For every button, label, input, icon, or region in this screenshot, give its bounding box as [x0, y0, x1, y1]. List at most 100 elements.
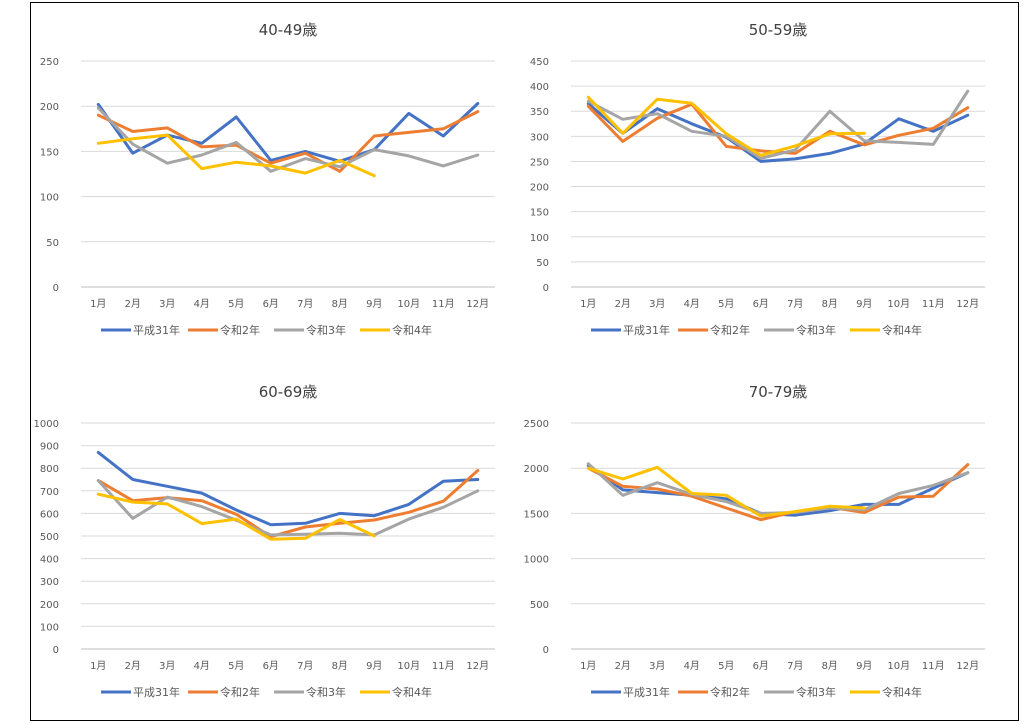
y-tick-label: 400 — [40, 555, 59, 566]
x-tick-label: 3月 — [649, 660, 665, 672]
x-tick-label: 9月 — [856, 660, 872, 672]
y-tick-label: 450 — [530, 57, 549, 68]
series-line-令和4年 — [96, 133, 376, 178]
legend-label: 平成31年 — [133, 323, 180, 337]
legend-label: 令和3年 — [306, 323, 346, 337]
x-tick-label: 2月 — [615, 660, 631, 672]
x-tick-label: 11月 — [922, 660, 945, 672]
x-tick-label: 11月 — [432, 660, 455, 672]
x-tick-label: 6月 — [753, 298, 769, 310]
x-tick-label: 6月 — [263, 660, 279, 672]
legend-label: 平成31年 — [623, 323, 670, 337]
chart-title: 60-69歳 — [259, 383, 318, 401]
x-tick-label: 4月 — [684, 298, 700, 310]
y-tick-label: 100 — [40, 193, 59, 204]
legend-label: 令和2年 — [220, 323, 260, 337]
y-tick-label: 0 — [53, 283, 59, 294]
y-tick-label: 600 — [40, 509, 59, 520]
x-tick-label: 5月 — [718, 298, 734, 310]
chart-panel-50-59: 50-59歳 0 50 100 150 200 250 300 350 400 450 1月 2月 3月 4… — [523, 7, 1003, 352]
y-tick-label: 150 — [530, 208, 549, 219]
x-tick-label: 1月 — [580, 660, 596, 672]
y-tick-label: 1000 — [34, 419, 59, 430]
chart-title: 40-49歳 — [259, 21, 318, 39]
y-tick-label: 100 — [530, 233, 549, 244]
x-tick-label: 2月 — [125, 660, 141, 672]
legend-label: 令和4年 — [882, 323, 922, 337]
legend-label: 令和3年 — [306, 685, 346, 699]
x-tick-label: 2月 — [125, 298, 141, 310]
y-tick-label: 300 — [40, 577, 59, 588]
x-tick-label: 1月 — [90, 660, 106, 672]
legend-label: 令和3年 — [796, 323, 836, 337]
legend-label: 平成31年 — [133, 685, 180, 699]
series-line-令和2年 — [586, 463, 970, 522]
x-tick-label: 8月 — [822, 298, 838, 310]
x-tick-label: 5月 — [228, 298, 244, 310]
x-tick-label: 9月 — [366, 660, 382, 672]
y-tick-label: 1000 — [524, 555, 549, 566]
series-line-令和4年 — [586, 465, 866, 518]
x-tick-label: 8月 — [332, 298, 348, 310]
x-tick-label: 10月 — [887, 660, 910, 672]
chart-40-49: 40-49歳 0 50 100 150 200 250 1月 2月 3月 4月 5月 6月 7月 8月 9月 1… — [40, 21, 495, 337]
y-tick-label: 100 — [40, 622, 59, 633]
x-tick-label: 8月 — [332, 660, 348, 672]
series-line-令和3年 — [96, 479, 480, 537]
y-tick-label: 500 — [40, 532, 59, 543]
legend-label: 令和4年 — [392, 685, 432, 699]
x-tick-label: 5月 — [228, 660, 244, 672]
chart-panel-40-49: 40-49歳 0 50 100 150 200 250 1月 2月 3月 4月 5月 6月 7月 8月 9月 1… — [33, 7, 513, 352]
y-tick-label: 0 — [53, 645, 59, 656]
x-tick-label: 4月 — [684, 660, 700, 672]
series-line-令和3年 — [96, 106, 480, 173]
series-line-令和2年 — [96, 110, 480, 173]
y-tick-label: 700 — [40, 487, 59, 498]
series-line-令和2年 — [96, 469, 480, 539]
y-tick-label: 200 — [40, 102, 59, 113]
x-tick-label: 10月 — [887, 298, 910, 310]
x-tick-label: 12月 — [466, 660, 489, 672]
y-tick-label: 300 — [530, 132, 549, 143]
y-tick-label: 250 — [530, 157, 549, 168]
y-tick-label: 0 — [543, 283, 549, 294]
x-tick-label: 3月 — [159, 660, 175, 672]
y-tick-label: 2000 — [524, 464, 549, 475]
x-tick-label: 10月 — [397, 298, 420, 310]
x-tick-label: 8月 — [822, 660, 838, 672]
legend-label: 令和2年 — [710, 685, 750, 699]
x-tick-label: 7月 — [297, 298, 313, 310]
x-tick-label: 6月 — [753, 660, 769, 672]
x-tick-label: 4月 — [194, 298, 210, 310]
series-line-令和4年 — [586, 95, 866, 157]
y-tick-label: 1500 — [524, 509, 549, 520]
x-tick-label: 5月 — [718, 660, 734, 672]
series-line-平成31年 — [96, 102, 480, 163]
y-tick-label: 50 — [46, 238, 59, 249]
x-tick-label: 4月 — [194, 660, 210, 672]
y-tick-label: 350 — [530, 107, 549, 118]
y-tick-label: 800 — [40, 464, 59, 475]
x-tick-label: 2月 — [615, 298, 631, 310]
legend-label: 令和2年 — [220, 685, 260, 699]
series-line-平成31年 — [586, 102, 970, 163]
x-tick-label: 12月 — [466, 298, 489, 310]
y-tick-label: 250 — [40, 57, 59, 68]
series-line-令和4年 — [96, 492, 376, 541]
chart-50-59: 50-59歳 0 50 100 150 200 250 300 350 400 450 1月 2月 3月 4… — [530, 21, 985, 337]
chart-60-69: 60-69歳 0 100 200 300 400 500 600 700 800 900 1000 1月… — [34, 383, 495, 699]
y-tick-label: 200 — [530, 183, 549, 194]
x-tick-label: 11月 — [432, 298, 455, 310]
y-tick-label: 2500 — [524, 419, 549, 430]
legend-label: 令和2年 — [710, 323, 750, 337]
y-tick-label: 500 — [530, 600, 549, 611]
legend-label: 令和3年 — [796, 685, 836, 699]
chart-frame: 40-49歳 0 50 100 150 200 250 1月 2月 3月 4月 5月 6月 7月 8月 9月 1… — [30, 2, 1019, 721]
chart-title: 70-79歳 — [749, 383, 808, 401]
legend-label: 令和4年 — [392, 323, 432, 337]
x-tick-label: 7月 — [787, 298, 803, 310]
y-tick-label: 400 — [530, 82, 549, 93]
x-tick-label: 12月 — [956, 660, 979, 672]
x-tick-label: 12月 — [956, 298, 979, 310]
chart-panel-60-69: 60-69歳 0 100 200 300 400 500 600 700 800 900 1000 1月… — [33, 369, 513, 714]
